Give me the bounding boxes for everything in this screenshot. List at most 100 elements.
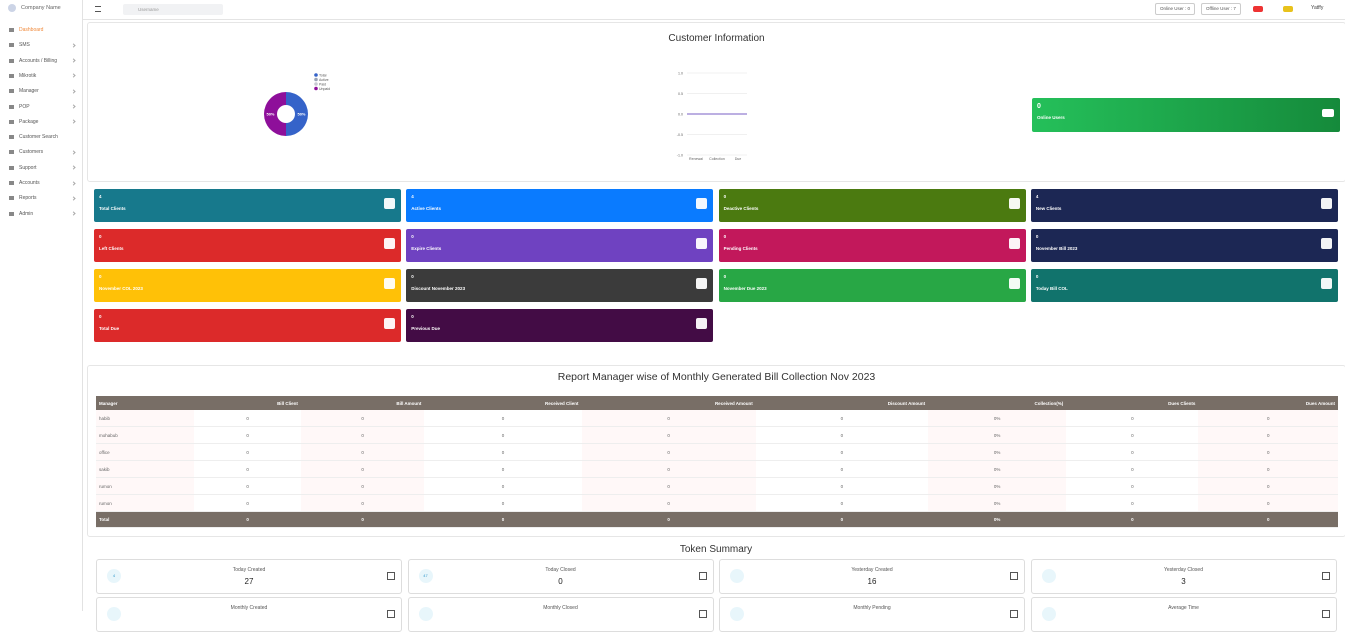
user-menu[interactable]: Yatffy <box>1311 5 1324 11</box>
card-icon <box>384 238 395 249</box>
table-cell: 0 <box>300 460 425 478</box>
open-icon[interactable] <box>1010 610 1018 618</box>
menu-item[interactable]: Dashboard <box>9 27 75 33</box>
stat-card: 0 Pending Clients <box>718 229 1026 262</box>
card-icon <box>1008 198 1020 209</box>
token-icon: 4 <box>107 569 121 583</box>
open-icon[interactable] <box>698 572 707 580</box>
open-icon[interactable] <box>1321 572 1330 580</box>
menu-label: Package <box>19 118 39 125</box>
table-cell: 0 <box>1198 443 1338 461</box>
menu-item[interactable]: SMS <box>9 42 76 49</box>
chevron <box>71 180 76 186</box>
online-button[interactable]: Online User : 0 <box>1155 3 1196 15</box>
table-cell: 0 <box>194 460 301 478</box>
legend-label: Paid <box>319 83 326 87</box>
token-card: Monthly Closed <box>407 597 714 632</box>
stat-card: 4 New Clients <box>1030 189 1338 222</box>
menu-icon <box>9 43 14 48</box>
notify-icon[interactable] <box>1283 6 1293 12</box>
card-icon <box>384 198 395 209</box>
slice-label: 50% <box>297 112 305 117</box>
table-cell: 0 <box>581 477 756 495</box>
menu-item[interactable]: Reports <box>9 195 76 201</box>
card-icon <box>1008 278 1020 289</box>
card-icon <box>1008 238 1020 249</box>
legend-label: Unpaid <box>319 87 330 91</box>
search-input[interactable]: Username <box>123 4 223 15</box>
card-value: 4 <box>1035 194 1039 199</box>
page: Company Name Dashboard SMS Accounts / Bill… <box>8 0 1345 632</box>
card-label: Active Clients <box>411 206 442 211</box>
open-icon[interactable] <box>387 610 395 618</box>
card-icon <box>1320 238 1332 249</box>
total-cell: Total <box>96 511 195 528</box>
open-icon[interactable] <box>1321 610 1330 618</box>
menu-item[interactable]: Mikrotik <box>9 73 76 79</box>
menu-item[interactable]: Admin <box>9 210 76 217</box>
open-icon[interactable] <box>1010 572 1018 580</box>
alarm-icon[interactable] <box>1253 6 1263 12</box>
pie-slice <box>264 92 286 136</box>
card-label: Expire Clients <box>411 246 442 251</box>
card-value: 0 <box>723 234 727 239</box>
table-cell: 0 <box>581 460 756 478</box>
company-name: Company Name <box>21 5 61 11</box>
table-cell: 0% <box>928 460 1067 478</box>
menu-label: Accounts / Billing <box>19 57 58 64</box>
column-header: Received Amount <box>581 396 756 410</box>
offline-button[interactable]: Offline User : 7 <box>1201 3 1241 15</box>
menu-item[interactable]: Support <box>9 165 76 171</box>
menu-item[interactable]: Customer Search <box>9 134 75 140</box>
y-tick-label: 1.0 <box>678 71 683 75</box>
total-cell: 0 <box>755 511 929 528</box>
report-panel: Report Manager wise of Monthly Generated… <box>87 365 1345 537</box>
menu-item[interactable]: Customers <box>9 149 76 156</box>
menu-label: Customers <box>19 149 44 156</box>
table-cell: 0 <box>424 477 582 495</box>
menu-label: Admin <box>19 210 34 217</box>
menu-item[interactable]: Accounts <box>9 180 76 186</box>
menu-label: SMS <box>19 42 30 49</box>
table-cell: 0 <box>1198 477 1338 495</box>
menu-toggle[interactable] <box>95 6 101 12</box>
table-cell: 0 <box>1198 494 1338 512</box>
card-value: 0 <box>99 314 102 319</box>
table-row: sakib 0 0 0 0 0 0% 0 0 <box>96 460 1338 478</box>
token-value: 3 <box>1181 577 1186 586</box>
table-cell: 0 <box>194 426 301 444</box>
table-cell: habib <box>96 410 195 427</box>
topbar: Username Online User : 0 Offline User : … <box>83 0 1345 20</box>
stat-card: 0 November Due 2023 <box>718 269 1026 302</box>
table-cell: office <box>96 443 195 461</box>
legend-label: Total <box>319 74 327 78</box>
table-cell: 0 <box>300 494 425 512</box>
table-cell: 0 <box>300 443 425 461</box>
card-value: 0 <box>99 234 102 239</box>
stat-card: 0 Total Due <box>94 309 401 342</box>
column-header: Bill Client <box>194 396 301 410</box>
chevron <box>71 43 76 48</box>
menu-item[interactable]: Package <box>9 118 76 125</box>
table-cell: mohabub <box>96 426 195 444</box>
menu-item[interactable]: Manager <box>9 88 76 94</box>
token-title: Yesterday Closed <box>1163 567 1203 573</box>
table-cell: 0 <box>755 477 929 495</box>
token-title: Monthly Created <box>230 605 268 611</box>
table-cell: 0% <box>928 443 1067 461</box>
menu-item[interactable]: Accounts / Billing <box>9 57 76 64</box>
open-icon[interactable] <box>698 610 707 618</box>
slice-label: 50% <box>266 112 274 117</box>
token-title: Today Closed <box>545 567 576 573</box>
open-icon[interactable] <box>387 572 395 580</box>
table-cell: 0 <box>424 460 582 478</box>
x-tick-label: Renewal <box>689 157 703 161</box>
menu-icon <box>9 196 14 201</box>
column-header: Collection(%) <box>928 396 1067 410</box>
card-label: November COL 2023 <box>99 286 143 291</box>
card-value: 0 <box>1035 274 1039 279</box>
table-cell: 0 <box>755 410 929 427</box>
menu-item[interactable]: POP <box>9 104 76 110</box>
card-label: Total Clients <box>99 206 126 211</box>
token-icon <box>1041 569 1056 583</box>
